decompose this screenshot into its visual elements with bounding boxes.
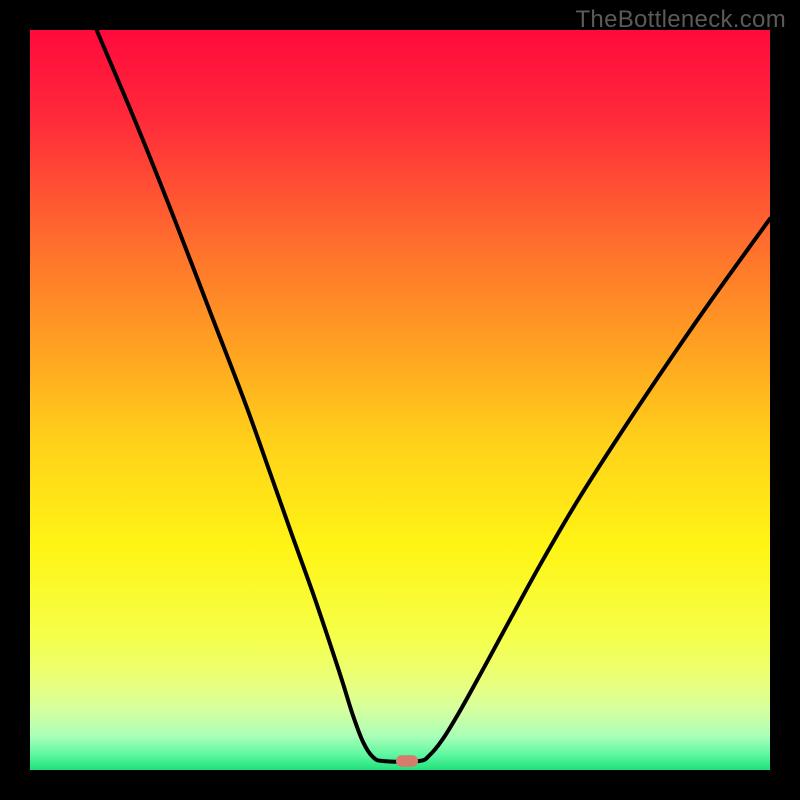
- bottleneck-curve: [30, 30, 770, 770]
- plot-area: [30, 30, 770, 770]
- chart-frame: TheBottleneck.com: [0, 0, 800, 800]
- minimum-marker: [396, 755, 418, 767]
